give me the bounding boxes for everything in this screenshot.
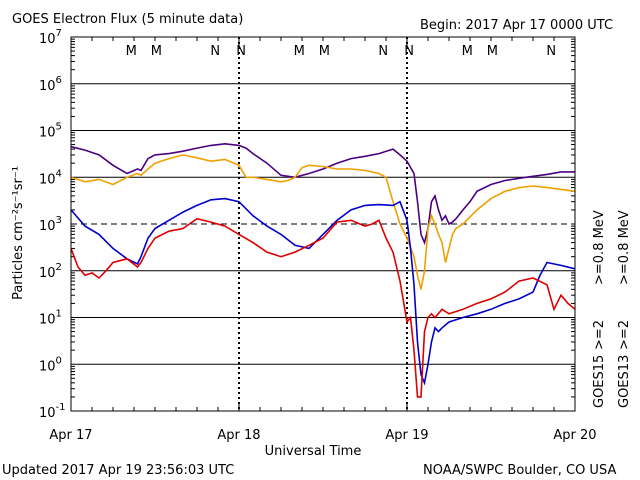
y-tick-label: 107 xyxy=(39,28,62,47)
updated-timestamp: Updated 2017 Apr 19 23:56:03 UTC xyxy=(2,463,234,478)
series-line-g15_08 xyxy=(70,142,575,246)
series-line-g13_08 xyxy=(70,154,576,290)
flux-series xyxy=(70,142,576,398)
x-axis-label: Universal Time xyxy=(265,444,362,459)
y-tick-exponent: 7 xyxy=(56,28,62,39)
y-tick-exponent: 6 xyxy=(56,75,62,86)
marker-label: M xyxy=(487,44,498,59)
grid-lines xyxy=(71,83,575,365)
begin-date: Begin: 2017 Apr 17 0000 UTC xyxy=(420,18,613,33)
marker-label: N xyxy=(210,44,220,59)
series-line-g15_2 xyxy=(70,197,576,386)
y-tick-label: 106 xyxy=(39,75,62,94)
y-tick-label: 102 xyxy=(39,262,62,281)
y-tick-base: 10 xyxy=(39,313,56,328)
y-tick-exponent: -1 xyxy=(56,402,66,413)
y-tick-base: 10 xyxy=(39,219,56,234)
credit-text: NOAA/SWPC Boulder, CO USA xyxy=(423,463,616,478)
marker-label: M xyxy=(126,44,137,59)
y-tick-exponent: 1 xyxy=(56,309,62,320)
plot-frame xyxy=(70,36,576,412)
marker-label: M xyxy=(294,44,305,59)
legend-label: GOES15 xyxy=(592,355,607,408)
y-tick-exponent: 3 xyxy=(56,215,62,226)
legend-label: >=2 xyxy=(617,320,632,350)
y-tick-label: 100 xyxy=(39,355,62,374)
x-tick-label: Apr 17 xyxy=(49,428,92,443)
y-tick-base: 10 xyxy=(39,359,56,374)
marker-label: N xyxy=(546,44,556,59)
y-tick-exponent: 0 xyxy=(56,355,62,366)
y-tick-label: 104 xyxy=(39,168,62,187)
marker-label: N xyxy=(378,44,388,59)
y-tick-base: 10 xyxy=(39,266,56,281)
x-tick-label: Apr 20 xyxy=(553,428,596,443)
y-tick-base: 10 xyxy=(39,32,56,47)
marker-label: M xyxy=(319,44,330,59)
x-tick-label: Apr 19 xyxy=(385,428,428,443)
marker-label: M xyxy=(151,44,162,59)
legend-label: >=2 xyxy=(592,320,607,350)
y-tick-label: 105 xyxy=(39,122,62,141)
x-axis-ticks: Apr 17 Apr 18 Apr 19 Apr 20 xyxy=(49,37,597,443)
y-tick-label: 103 xyxy=(39,215,62,234)
x-tick-label: Apr 18 xyxy=(217,428,260,443)
y-axis-label: Particles cm⁻²s⁻¹sr⁻¹ xyxy=(11,166,26,300)
y-tick-exponent: 4 xyxy=(56,168,62,179)
marker-label: M xyxy=(462,44,473,59)
legend-label: >=0.8 MeV xyxy=(617,210,632,285)
y-tick-base: 10 xyxy=(39,79,56,94)
legend-label: >=0.8 MeV xyxy=(592,210,607,285)
series-line-g13_2 xyxy=(70,217,576,398)
y-tick-base: 10 xyxy=(39,406,56,421)
y-tick-label: 10-1 xyxy=(39,402,66,421)
legend-labels: GOES15 >=2 >=0.8 MeV GOES13 >=2 >=0.8 MeV xyxy=(592,210,632,408)
marker-label: N xyxy=(236,44,246,59)
legend-label: GOES13 xyxy=(617,355,632,408)
y-tick-exponent: 5 xyxy=(56,122,62,133)
y-tick-exponent: 2 xyxy=(56,262,62,273)
y-tick-base: 10 xyxy=(39,126,56,141)
marker-label: N xyxy=(404,44,414,59)
y-tick-label: 101 xyxy=(39,309,62,328)
chart-title: GOES Electron Flux (5 minute data) xyxy=(12,12,243,27)
y-tick-base: 10 xyxy=(39,172,56,187)
